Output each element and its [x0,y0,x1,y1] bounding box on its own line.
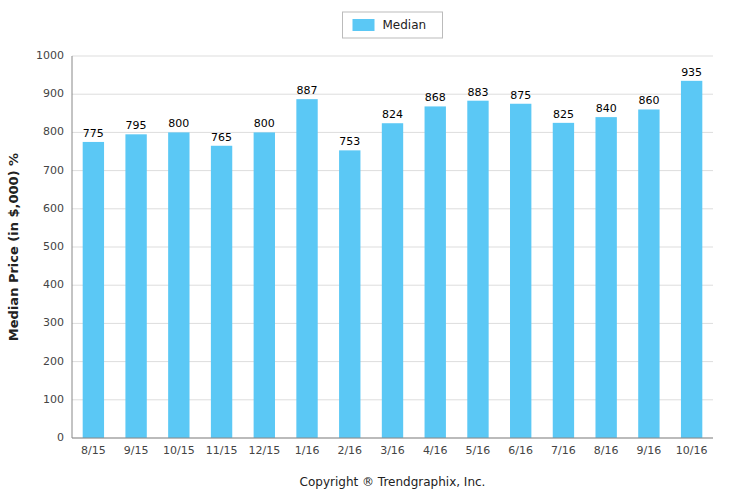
bar [595,117,616,438]
chart: 0 100 200 300 400 500 600 700 800 900 1000 775 795 80… [0,0,733,500]
data-label: 800 [254,117,275,130]
y-axis: 0 100 200 300 400 500 600 700 800 900 1000 [36,49,713,444]
legend-swatch [353,19,375,31]
data-label: 875 [510,89,531,102]
y-tick-label: 700 [43,164,64,177]
x-axis-label: Copyright ® Trendgraphix, Inc. [300,475,486,489]
x-axis: 8/15 9/15 10/15 11/15 12/15 1/16 2/16 3/16 4/16 5… [81,444,707,457]
y-tick-label: 400 [43,278,64,291]
data-label: 765 [211,131,232,144]
y-tick-label: 100 [43,393,64,406]
grid-line [72,94,713,95]
x-tick-label: 4/16 [423,444,448,457]
grid-line [72,438,713,439]
x-tick-label: 10/16 [676,444,708,457]
data-label: 824 [382,108,403,121]
data-label: 935 [681,66,702,79]
x-axis-line [72,438,713,439]
bar [83,142,104,438]
x-tick-label: 9/15 [124,444,149,457]
y-axis-line [72,56,73,438]
y-tick-label: 1000 [36,49,64,62]
x-tick-label: 5/16 [466,444,491,457]
y-tick-label: 800 [43,125,64,138]
bar [254,132,275,438]
x-tick-label: 7/16 [551,444,576,457]
legend-frame [343,12,443,38]
data-label: 840 [596,102,617,115]
bar [425,106,446,438]
x-tick-label: 12/15 [248,444,280,457]
bar [382,123,403,438]
legend: Median [343,12,443,38]
x-tick-label: 2/16 [337,444,362,457]
data-label: 753 [339,135,360,148]
bar [553,123,574,438]
grid-line [72,56,713,57]
x-tick-label: 1/16 [295,444,320,457]
bar [638,109,659,438]
bar [510,104,531,438]
bar [467,101,488,438]
data-label: 800 [168,117,189,130]
data-label: 795 [126,119,147,132]
x-tick-label: 10/15 [163,444,195,457]
y-tick-label: 500 [43,240,64,253]
y-tick-label: 900 [43,87,64,100]
bar [125,134,146,438]
data-label: 860 [638,94,659,107]
bar [211,146,232,438]
x-tick-label: 8/15 [81,444,106,457]
data-label: 825 [553,108,574,121]
data-label: 883 [467,86,488,99]
bar [296,99,317,438]
data-label: 868 [425,91,446,104]
x-tick-label: 8/16 [594,444,619,457]
data-label: 775 [83,127,104,140]
y-tick-label: 300 [43,316,64,329]
y-axis-label: Median Price (in $,000) % [6,153,21,341]
y-tick-label: 200 [43,355,64,368]
x-tick-label: 3/16 [380,444,405,457]
bars [83,81,703,438]
bar [168,132,189,438]
y-tick-label: 0 [57,431,64,444]
legend-label: Median [383,18,427,32]
data-label: 887 [297,84,318,97]
x-tick-label: 9/16 [637,444,662,457]
data-labels: 775 795 800 765 800 887 753 824 868 883 875 825 840 8… [83,66,702,149]
x-tick-label: 6/16 [508,444,533,457]
bar [339,150,360,438]
bar [681,81,702,438]
y-tick-label: 600 [43,202,64,215]
x-tick-label: 11/15 [206,444,238,457]
